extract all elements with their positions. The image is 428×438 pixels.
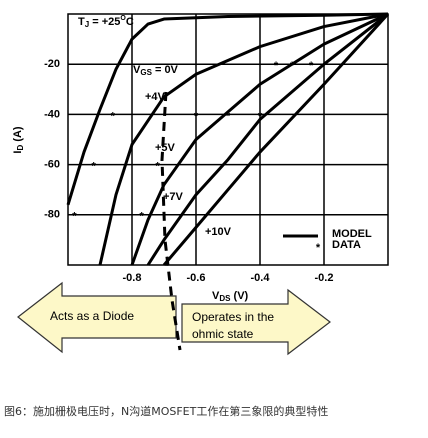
chart-title-part: O [120,15,126,22]
model-curve [66,12,389,206]
y-axis-label-part: I [12,151,24,154]
ohmic-arrow [181,288,331,356]
caption: 图6：施加栅极电压时，N沟道MOSFET工作在第三象限的典型特性 [4,404,328,418]
y-axis-label-part: D [16,145,25,151]
data-point: * [139,211,144,223]
annotation: Acts as a Diode [50,309,134,323]
x-tick-label: -0.4 [251,272,271,284]
curve-label: +5V [155,142,176,154]
curve-label: +4V [145,91,166,103]
curve-label: +7V [163,191,184,203]
data-point: * [111,110,116,122]
curve-label: VGS = 0V [133,64,179,77]
y-tick-label: -60 [44,159,60,171]
data-point: * [72,211,77,223]
curve-label-part: = 0V [152,64,179,76]
data-point: * [274,60,279,72]
legend-label: DATA [332,239,361,251]
data-point: * [290,60,295,72]
data-point: * [226,110,231,122]
x-tick-label: -0.2 [315,272,334,284]
plot-frame [67,13,389,266]
x-axis-label-part: DS [219,294,231,303]
data-point: * [309,60,314,72]
y-axis-label-part: (A) [12,126,24,145]
y-axis-label: ID (A) [12,126,25,154]
chart-title-part: J [85,20,89,29]
model-curve [130,12,389,266]
legend-marker: * [316,242,321,254]
data-point: * [155,161,160,173]
model-curve [162,12,390,266]
x-axis-label-part: (V) [230,290,248,302]
y-tick-label: -80 [44,209,60,221]
annotation: Operates in the [192,310,274,324]
boundary-line [160,91,182,351]
curve-label-part: GS [140,68,152,77]
x-axis-label-part: V [212,290,220,302]
model-curve [146,12,389,266]
y-tick-label: -40 [44,108,60,120]
chart-title: TJ = +25OC [78,15,134,29]
curve-label: +10V [205,226,232,238]
data-point: * [258,110,263,122]
model-curve [98,12,389,266]
data-point: * [194,110,199,122]
x-tick-label: -0.6 [187,272,206,284]
chart-title-part: C [126,16,134,28]
y-tick-label: -20 [44,58,60,70]
data-point: * [91,161,96,173]
chart-title-part: = +25 [89,16,120,28]
x-axis-label: VDS (V) [212,290,249,303]
annotation: ohmic state [192,327,254,341]
curve-label-part: V [133,64,141,76]
legend-label: MODEL [332,228,372,240]
chart-title-part: T [78,16,85,28]
x-tick-label: -0.8 [123,272,142,284]
